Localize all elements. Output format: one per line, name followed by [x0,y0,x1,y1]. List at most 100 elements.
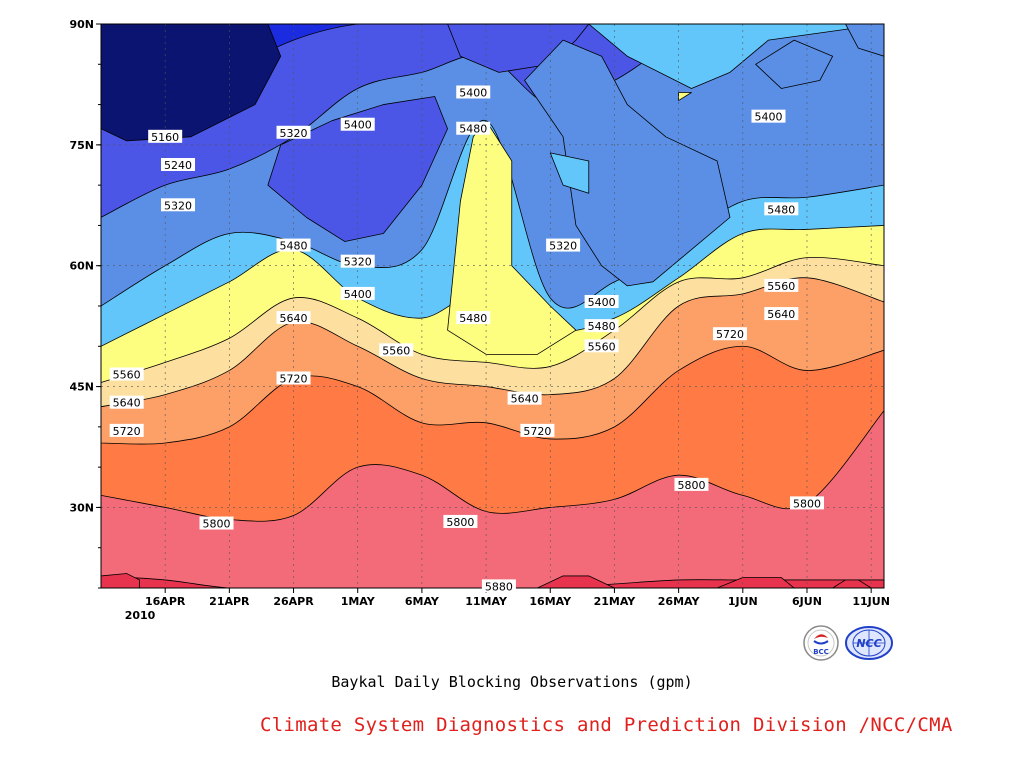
ncc-logo: NCC [845,626,893,660]
contour-label-text: 5720 [113,425,141,438]
contour-label: 5480 [456,311,491,325]
contour-label-bg [481,579,516,593]
contour-label: 5720 [109,423,144,438]
contour-label-bg [340,254,375,268]
contour-label-text: 5320 [164,199,192,212]
grid-lines [101,24,884,588]
contour-label: 5400 [751,109,786,124]
contour-label: 5720 [712,327,747,341]
contour-label: 5640 [109,395,144,410]
contour-label: 5720 [276,371,311,386]
contour-label: 5560 [109,367,144,381]
svg-text:BCC: BCC [813,648,829,656]
contour-label: 5480 [456,121,491,136]
contour-label-text: 5400 [588,296,616,309]
contour-label-bg [456,85,491,99]
x-tick-label: 21APR [209,595,250,608]
contour-label: 5880 [481,579,516,593]
bcc-logo: BCC [803,625,839,661]
contour-label: 5160 [148,129,183,144]
contour-label-bg [764,307,799,321]
chart-title: Baykal Daily Blocking Observations (gpm) [331,673,693,691]
contour-label-text: 5480 [767,203,795,216]
x-tick-label: 16MAY [529,595,572,608]
x-tick-label: 11MAY [465,595,508,608]
contour-label-text: 5560 [382,344,410,357]
contour-label-bg [199,516,234,530]
contour-label-text: 5320 [280,127,308,140]
contour-label-bg [276,311,311,325]
contour-label: 5800 [674,477,709,492]
patch-5880-a [101,573,140,588]
contour-label-text: 5320 [344,256,372,269]
contour-labels: 5160 5240 5320 5320 5400 5400 5480 5480 5320 5400… [109,85,824,593]
contour-fills [101,24,884,588]
contour-label: 5320 [546,238,581,253]
contour-label-bg [276,371,311,385]
contour-label-text: 5640 [113,397,141,410]
contour-label-bg [764,202,799,216]
contour-label-text: 5320 [549,240,577,253]
x-tick-label: 6JUN [792,595,822,608]
contour-label: 5800 [443,514,478,529]
contour-label-text: 5400 [459,86,487,99]
contour-label: 5560 [584,339,619,353]
contour-label-text: 5720 [523,425,551,438]
contour-label-text: 5400 [344,288,372,301]
contour-label-text: 5720 [280,373,308,386]
contour-label-text: 5560 [588,340,616,353]
contour-label-text: 5640 [511,393,539,406]
patch-5880-d [832,579,872,588]
contour-label: 5560 [764,278,799,293]
x-axis: 16APR 21APR 26APR 1MAY 6MAY 11MAY 16MAY 21MAY 26… [145,588,890,608]
y-tick-label: 90N [69,18,94,31]
x-tick-label: 26MAY [658,595,701,608]
contour-label-text: 5480 [280,240,308,253]
contour-label-bg [161,158,196,171]
contour-label-bg [276,125,311,139]
y-tick-label: 30N [69,501,94,514]
contour-label-text: 5240 [164,159,192,172]
contour-label-text: 5400 [754,111,782,124]
contour-label-bg [764,278,799,292]
contour-label-text: 5480 [459,123,487,136]
ridge-5480-tongue [447,120,577,355]
contour-label: 5320 [276,125,311,140]
contour-label: 5320 [340,254,375,269]
patch-5880-c [716,577,795,588]
contour-label: 5400 [340,286,375,301]
pocket-5400-small [549,152,590,194]
contour-label-bg [443,514,478,528]
contour-label: 5400 [584,294,619,309]
svg-text:NCC: NCC [856,637,881,650]
y-tick-label: 75N [69,139,94,152]
contour-label: 5480 [276,238,311,253]
contour-label-text: 5400 [344,119,372,132]
contour-label-bg [507,391,542,405]
pocket-5320-5400-corner [845,24,884,57]
region-5320-5400-mid [524,39,731,287]
contour-label: 5720 [520,423,555,438]
x-tick-label: 16APR [145,595,186,608]
contour-label-bg [584,319,619,333]
contour-label-bg [109,395,144,409]
contour-label-bg [520,423,555,437]
contour-label-bg [584,294,619,308]
contour-label: 5800 [789,496,824,510]
low-core-5160 [101,24,282,142]
contour-label-text: 5560 [113,368,141,381]
contour-label-bg [712,327,747,341]
x-tick-label: 1JUN [728,595,758,608]
x-tick-label: 11JUN [852,595,890,608]
contour-label-bg [379,343,414,357]
x-axis-year-label: 2010 [125,609,156,622]
contour-label: 5640 [507,391,542,406]
contour-label-bg [674,477,709,491]
contour-label: 5560 [379,343,414,357]
contour-label-bg [340,286,375,300]
contour-label-text: 5640 [280,312,308,325]
contour-label-bg [340,117,375,131]
region-5400-5480-top [588,24,884,89]
contour-label-bg [161,198,196,212]
